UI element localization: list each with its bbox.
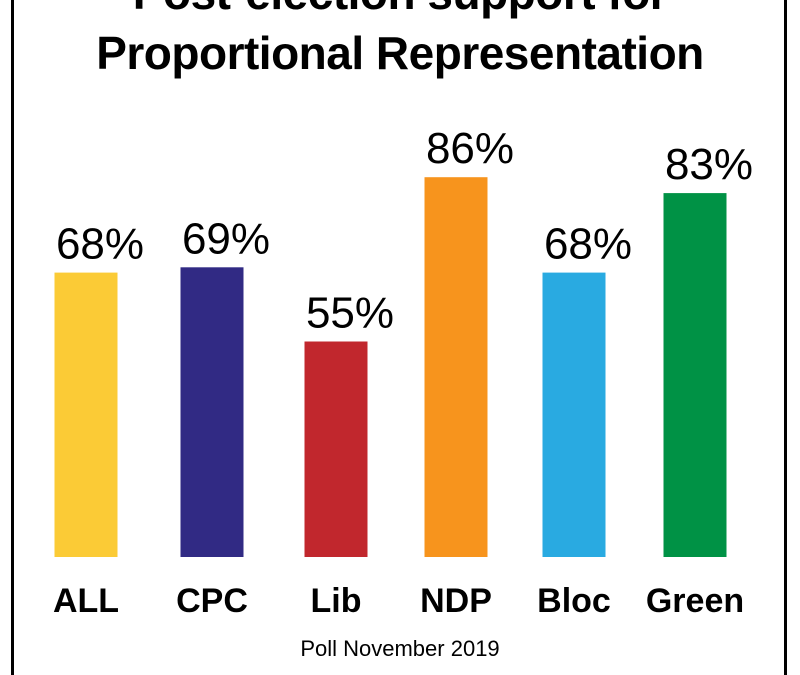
bar-cpc: [180, 267, 244, 557]
data-label-green: 83%: [665, 140, 753, 189]
bar-lib: [304, 341, 368, 557]
category-label-lib: Lib: [311, 582, 362, 620]
chart-title-line-1: Post-election support for: [0, 0, 800, 20]
data-label-cpc: 69%: [182, 214, 270, 263]
footnote: Poll November 2019: [300, 636, 500, 661]
data-label-ndp: 86%: [426, 124, 514, 173]
bar-bloc: [542, 272, 606, 557]
bar-green: [663, 193, 727, 557]
category-label-green: Green: [646, 582, 744, 620]
category-label-all: ALL: [53, 582, 119, 620]
bar-ndp: [424, 177, 488, 557]
frame-right-border: [784, 0, 787, 675]
bar-all: [54, 272, 118, 557]
data-label-lib: 55%: [306, 289, 394, 338]
data-label-all: 68%: [56, 220, 144, 269]
category-label-bloc: Bloc: [537, 582, 611, 620]
data-label-bloc: 68%: [544, 220, 632, 269]
category-label-cpc: CPC: [176, 582, 248, 620]
category-label-ndp: NDP: [420, 582, 492, 620]
chart-title-line-2: Proportional Representation: [96, 27, 704, 79]
frame-left-border: [11, 0, 14, 675]
